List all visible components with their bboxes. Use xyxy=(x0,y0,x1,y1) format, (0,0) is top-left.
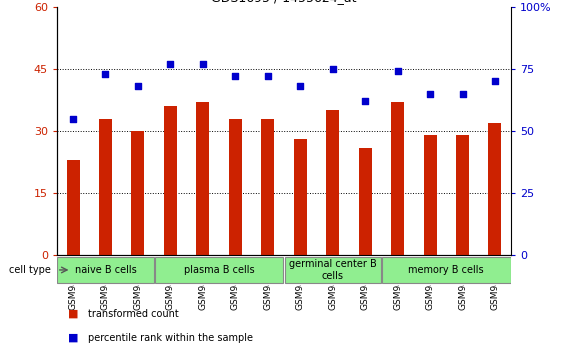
Point xyxy=(296,83,305,89)
Text: naive B cells: naive B cells xyxy=(74,265,136,275)
Bar xyxy=(261,119,274,255)
Bar xyxy=(197,102,210,255)
Point xyxy=(425,91,435,97)
Bar xyxy=(99,119,112,255)
Text: transformed count: transformed count xyxy=(88,309,179,319)
Text: memory B cells: memory B cells xyxy=(408,265,484,275)
Bar xyxy=(66,160,80,255)
Bar xyxy=(326,110,339,255)
Point xyxy=(133,83,143,89)
Text: percentile rank within the sample: percentile rank within the sample xyxy=(88,333,253,343)
Text: ■: ■ xyxy=(68,309,82,319)
Point xyxy=(69,116,78,121)
Point xyxy=(231,74,240,79)
Bar xyxy=(488,123,502,255)
Point xyxy=(328,66,337,72)
Bar xyxy=(131,131,144,255)
Point xyxy=(393,69,402,74)
Bar xyxy=(229,119,242,255)
Bar xyxy=(358,148,371,255)
Bar xyxy=(391,102,404,255)
Point xyxy=(101,71,110,77)
Bar xyxy=(382,257,511,283)
Bar xyxy=(424,135,437,255)
Bar xyxy=(155,257,283,283)
Text: germinal center B
cells: germinal center B cells xyxy=(289,259,377,281)
Bar xyxy=(285,257,381,283)
Point xyxy=(263,74,272,79)
Point xyxy=(458,91,467,97)
Title: GDS1695 / 1455624_at: GDS1695 / 1455624_at xyxy=(211,0,357,4)
Text: ■: ■ xyxy=(68,333,82,343)
Text: cell type: cell type xyxy=(9,265,51,275)
Bar xyxy=(294,139,307,255)
Point xyxy=(361,99,370,104)
Point xyxy=(166,61,175,67)
Bar xyxy=(164,106,177,255)
Bar xyxy=(57,257,153,283)
Bar xyxy=(456,135,469,255)
Point xyxy=(198,61,207,67)
Text: plasma B cells: plasma B cells xyxy=(184,265,254,275)
Point xyxy=(490,79,499,84)
